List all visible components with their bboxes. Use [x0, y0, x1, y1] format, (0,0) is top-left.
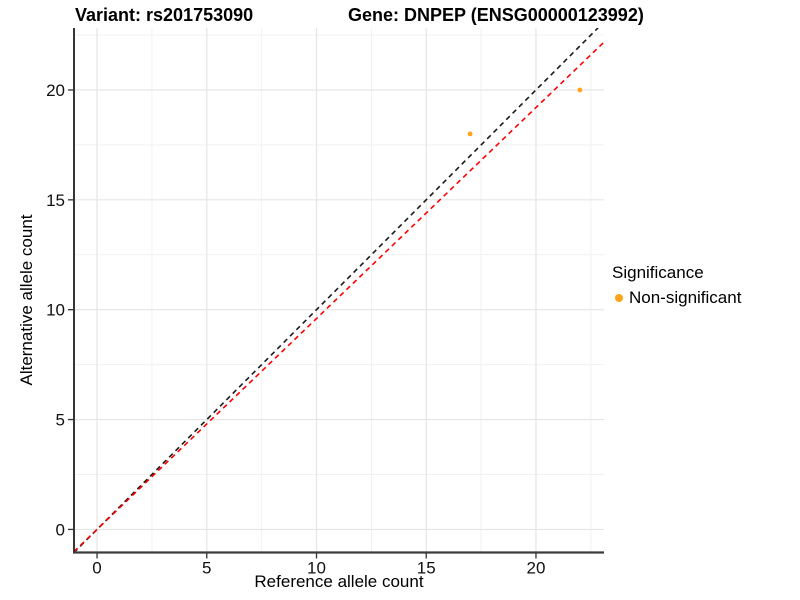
x-axis-title: Reference allele count — [254, 572, 424, 591]
gene-title: Gene: DNPEP (ENSG00000123992) — [348, 5, 644, 25]
y-tick-label: 15 — [46, 191, 65, 210]
y-tick-label: 10 — [46, 301, 65, 320]
data-point — [577, 87, 583, 93]
x-tick-label: 5 — [202, 559, 211, 578]
legend: Significance Non-significant — [612, 263, 741, 308]
legend-item-label: Non-significant — [629, 288, 742, 307]
data-point — [467, 131, 473, 137]
variant-title: Variant: rs201753090 — [75, 5, 254, 25]
x-tick-label: 15 — [417, 559, 436, 578]
x-tick-label: 10 — [307, 559, 326, 578]
y-tick-label: 0 — [56, 520, 65, 539]
legend-title: Significance — [612, 263, 704, 282]
x-tick-label: 0 — [92, 559, 101, 578]
fit-line — [74, 41, 604, 553]
legend-point-icon — [615, 294, 623, 302]
y-tick-label: 5 — [56, 411, 65, 430]
identity-line — [74, 28, 599, 553]
legend-item: Non-significant — [612, 288, 741, 308]
y-tick-label: 20 — [46, 81, 65, 100]
y-axis-title: Alternative allele count — [17, 214, 36, 386]
x-tick-label: 20 — [527, 559, 546, 578]
